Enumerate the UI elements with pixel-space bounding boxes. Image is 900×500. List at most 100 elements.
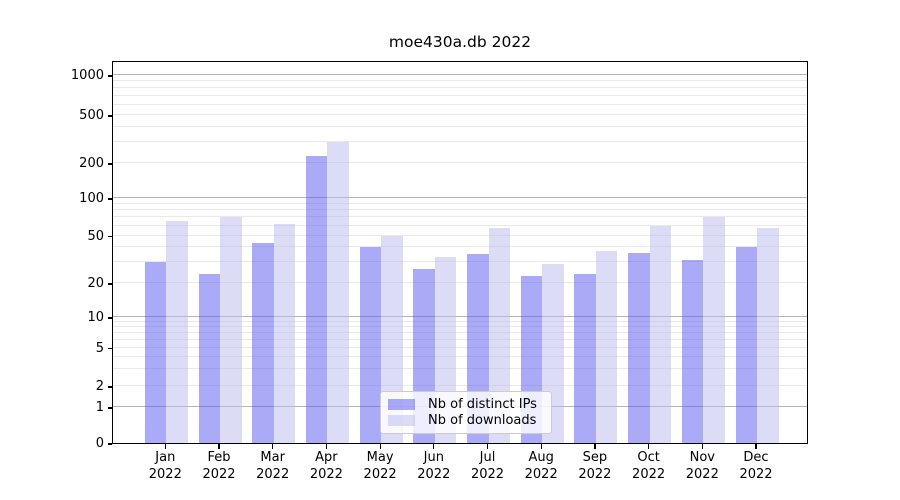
x-axis-tick-label: Jun 2022 — [417, 450, 451, 482]
bar-distinct-ips — [252, 243, 274, 443]
gridline-minor — [113, 385, 807, 386]
x-axis-tick-label: Nov 2022 — [685, 450, 719, 482]
y-axis-tick-label: 1000 — [70, 68, 104, 83]
gridline-minor — [113, 331, 807, 333]
bar-downloads — [595, 251, 618, 443]
gridline-minor — [113, 282, 807, 283]
x-axis-tick-mark — [701, 444, 703, 449]
y-axis-tick-label: 50 — [87, 228, 104, 244]
bar-distinct-ips — [305, 155, 328, 443]
gridline-minor — [113, 224, 807, 226]
y-axis-tick-label: 500 — [79, 108, 104, 123]
legend-swatch-distinct-ips — [388, 398, 415, 410]
y-axis-tick-mark — [108, 283, 112, 285]
gridline-minor — [113, 140, 807, 142]
x-axis-tick-label: May 2022 — [363, 450, 397, 482]
gridline-minor — [113, 355, 807, 357]
y-axis-tick-label: 5 — [95, 340, 104, 356]
bar-distinct-ips — [628, 252, 650, 443]
gridline-minor — [113, 368, 807, 369]
legend: Nb of distinct IPs Nb of downloads — [380, 391, 552, 434]
legend-item-distinct-ips: Nb of distinct IPs — [388, 396, 543, 413]
bar-distinct-ips — [574, 273, 596, 443]
x-axis-tick-label: Sep 2022 — [578, 450, 612, 482]
x-axis-tick-mark — [540, 444, 542, 449]
gridline-major — [113, 316, 807, 317]
gridline-minor — [113, 202, 807, 204]
y-axis-tick-mark — [108, 347, 112, 350]
bar-downloads — [703, 217, 725, 443]
x-axis-tick-mark — [272, 444, 274, 449]
y-axis-tick-mark — [108, 75, 112, 77]
gridline-minor — [113, 125, 807, 127]
y-axis-tick-label: 2 — [95, 379, 104, 394]
y-axis-tick-mark — [108, 407, 112, 409]
gridline-minor — [113, 103, 807, 105]
gridline-minor — [113, 325, 807, 327]
bar-distinct-ips — [198, 273, 220, 443]
gridline-minor — [113, 320, 807, 322]
y-axis-tick-label: 10 — [87, 310, 104, 325]
gridline-major — [113, 74, 807, 75]
gridline-minor — [113, 86, 807, 88]
bar-downloads — [757, 228, 779, 443]
bar-distinct-ips — [735, 247, 757, 443]
x-axis-tick-mark — [755, 444, 757, 449]
bar-distinct-ips — [681, 260, 704, 443]
gridline-minor — [113, 94, 807, 96]
gridline-minor — [113, 114, 807, 115]
gridline-minor — [113, 246, 807, 248]
y-axis-tick-label: 20 — [87, 276, 104, 291]
x-axis-tick-mark — [164, 444, 166, 449]
gridline-minor — [113, 80, 807, 82]
gridline-minor — [113, 338, 807, 340]
x-axis-tick-label: Apr 2022 — [309, 450, 343, 482]
gridline-minor — [113, 209, 807, 211]
bar-distinct-ips — [144, 262, 167, 443]
x-axis-tick-label: Oct 2022 — [632, 450, 666, 482]
y-axis-tick-mark — [108, 386, 112, 388]
y-axis-tick-label: 200 — [79, 156, 104, 171]
y-axis-tick-label: 100 — [79, 191, 104, 206]
legend-swatch-downloads — [388, 415, 415, 427]
gridline-minor — [113, 216, 807, 218]
gridline-major — [113, 197, 807, 198]
bar-downloads — [327, 141, 349, 443]
bar-downloads — [166, 220, 188, 443]
x-axis-tick-mark — [433, 444, 435, 449]
x-axis-tick-label: Mar 2022 — [256, 450, 290, 482]
x-axis-tick-mark — [594, 444, 596, 449]
x-axis-tick-mark — [648, 444, 650, 449]
y-axis-tick-mark — [108, 163, 112, 165]
legend-label-downloads: Nb of downloads — [428, 413, 537, 429]
y-axis-tick-mark — [108, 317, 112, 319]
bar-downloads — [649, 225, 672, 443]
bar-downloads — [488, 227, 510, 443]
y-axis-tick-mark — [108, 443, 112, 445]
y-axis-tick-mark — [108, 198, 112, 200]
x-axis-tick-label: Aug 2022 — [524, 450, 558, 482]
x-axis-tick-label: Jan 2022 — [148, 450, 182, 482]
bar-downloads — [220, 217, 242, 443]
y-axis-tick-mark — [108, 235, 112, 238]
bar-distinct-ips — [359, 247, 382, 443]
x-axis-tick-mark — [325, 444, 328, 449]
gridline-minor — [113, 234, 807, 236]
legend-item-downloads: Nb of downloads — [388, 413, 543, 430]
chart-title: moe430a.db 2022 — [388, 33, 532, 51]
x-axis-tick-label: Feb 2022 — [202, 450, 236, 482]
y-axis-tick-label: 0 — [95, 436, 104, 451]
x-axis-tick-mark — [486, 444, 489, 449]
gridline-minor — [113, 261, 807, 262]
x-axis-tick-mark — [379, 444, 381, 449]
gridline-minor — [113, 346, 807, 348]
x-axis-tick-mark — [218, 444, 220, 449]
plot-area — [112, 61, 808, 444]
legend-label-distinct-ips: Nb of distinct IPs — [428, 396, 537, 412]
y-axis-tick-label: 1 — [95, 400, 104, 415]
x-axis-tick-label: Jul 2022 — [470, 450, 505, 482]
gridline-minor — [113, 162, 807, 163]
bar-downloads — [273, 223, 296, 443]
y-axis-tick-mark — [108, 115, 112, 117]
